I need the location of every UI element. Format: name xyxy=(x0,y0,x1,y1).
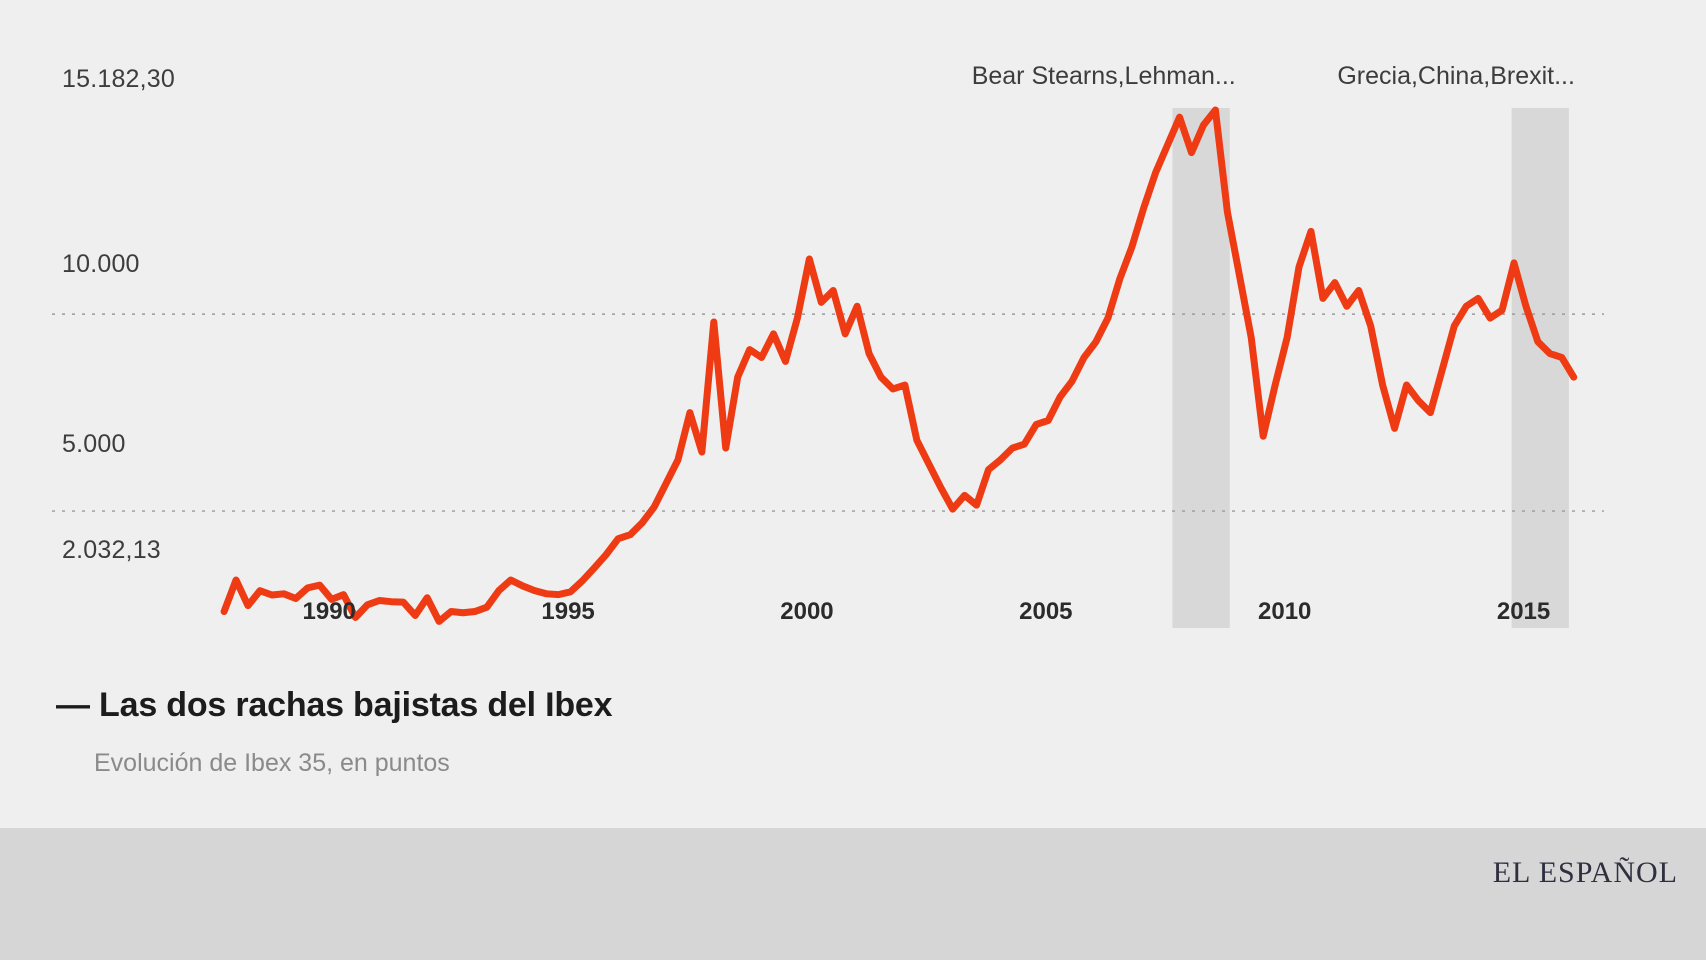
footer-bar: EL ESPAÑOL xyxy=(0,828,1706,960)
x-axis-tick-1990: 1990 xyxy=(302,598,356,625)
y-axis-label-10000: 10.000 xyxy=(62,250,140,278)
brand-logo: EL ESPAÑOL xyxy=(1492,856,1678,889)
y-axis-label-max: 15.182,30 xyxy=(62,65,176,93)
series-line-ibex-35 xyxy=(220,106,1578,625)
x-axis-tick-1995: 1995 xyxy=(541,598,595,625)
shaded-band xyxy=(1511,108,1569,628)
x-axis-tick-2015: 2015 xyxy=(1496,598,1551,625)
ibex-series-line-group xyxy=(220,106,1578,625)
y-axis-label-5000: 5.000 xyxy=(62,430,126,458)
chart-plot-area xyxy=(52,106,1604,628)
chart-title: — Las dos rachas bajistas del Ibex xyxy=(56,686,613,724)
y-axis-label-min: 2.032,13 xyxy=(62,536,161,564)
chart-annotation: Grecia,China,Brexit... xyxy=(1337,62,1575,90)
x-axis-tick-2000: 2000 xyxy=(780,598,834,625)
shaded-bands-group xyxy=(1172,108,1569,628)
chart-subtitle: Evolución de Ibex 35, en puntos xyxy=(94,749,450,777)
x-axis-tick-2005: 2005 xyxy=(1019,598,1073,625)
chart-annotation: Bear Stearns,Lehman... xyxy=(971,62,1236,90)
x-axis-tick-2010: 2010 xyxy=(1257,598,1312,625)
ibex-line-chart-svg xyxy=(52,106,1604,628)
shaded-band xyxy=(1172,108,1230,628)
